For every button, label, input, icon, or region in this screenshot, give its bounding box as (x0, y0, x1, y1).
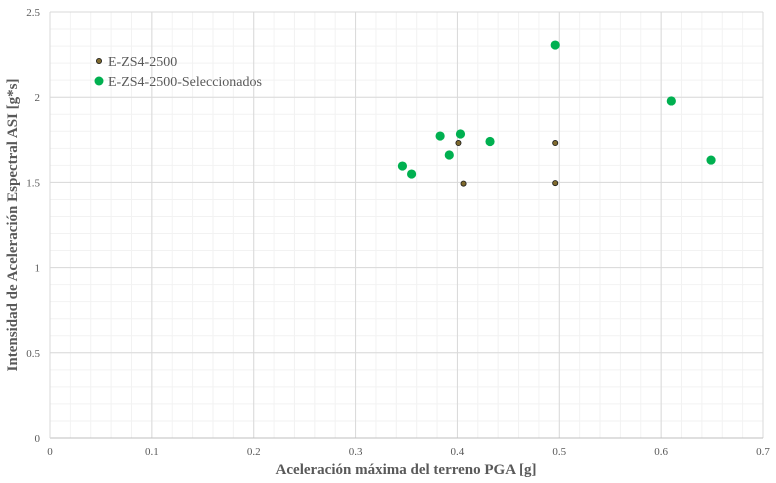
y-tick-labels: 0 0.5 1 1.5 2 2.5 (26, 7, 40, 445)
legend-label-e-zs4-2500: E-ZS4-2500 (108, 55, 177, 70)
data-points (397, 40, 716, 187)
y-axis-label: Intensidad de Aceleración Espectral ASI … (5, 79, 21, 372)
data-point-e-zs4-2500 (455, 140, 462, 147)
data-point-seleccionados (397, 161, 408, 171)
x-tick-label: 0.3 (349, 446, 363, 458)
axes (49, 12, 763, 439)
data-point-seleccionados (406, 169, 417, 179)
x-tick-label: 0 (47, 446, 53, 458)
data-point-e-zs4-2500 (552, 140, 559, 147)
legend-marker-seleccionados (94, 76, 104, 86)
y-tick-label: 1.5 (26, 177, 40, 189)
data-point-seleccionados (455, 129, 466, 139)
x-tick-label: 0.6 (654, 446, 668, 458)
legend-label-seleccionados: E-ZS4-2500-Seleccionados (108, 75, 262, 90)
data-point-seleccionados (435, 131, 445, 141)
x-axis-label: Aceleración máxima del terreno PGA [g] (276, 462, 537, 478)
x-tick-label: 0.4 (451, 446, 465, 458)
x-tick-label: 0.2 (247, 446, 261, 458)
y-tick-label: 0.5 (26, 348, 40, 360)
x-tick-labels: 0 0.1 0.2 0.3 0.4 0.5 0.6 0.7 (47, 446, 770, 458)
legend: E-ZS4-2500 E-ZS4-2500-Seleccionados (94, 55, 262, 90)
data-point-seleccionados (550, 40, 560, 50)
data-point-seleccionados (485, 136, 495, 147)
x-tick-label: 0.1 (145, 446, 159, 458)
data-point-seleccionados (444, 150, 454, 160)
data-point-seleccionados (706, 155, 716, 165)
data-point-e-zs4-2500 (552, 180, 559, 187)
y-tick-label: 2.5 (26, 7, 40, 19)
y-tick-label: 1 (35, 263, 41, 275)
legend-marker-e-zs4-2500 (96, 58, 103, 65)
data-point-seleccionados (666, 96, 676, 106)
y-tick-label: 0 (35, 433, 41, 445)
gridlines (49, 11, 764, 439)
x-tick-label: 0.5 (552, 446, 566, 458)
data-point-e-zs4-2500 (460, 180, 467, 187)
y-tick-label: 2 (35, 92, 41, 104)
x-tick-label: 0.7 (756, 446, 770, 458)
